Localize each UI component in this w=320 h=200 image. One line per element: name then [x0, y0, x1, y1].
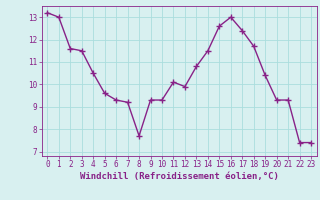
X-axis label: Windchill (Refroidissement éolien,°C): Windchill (Refroidissement éolien,°C)	[80, 172, 279, 181]
